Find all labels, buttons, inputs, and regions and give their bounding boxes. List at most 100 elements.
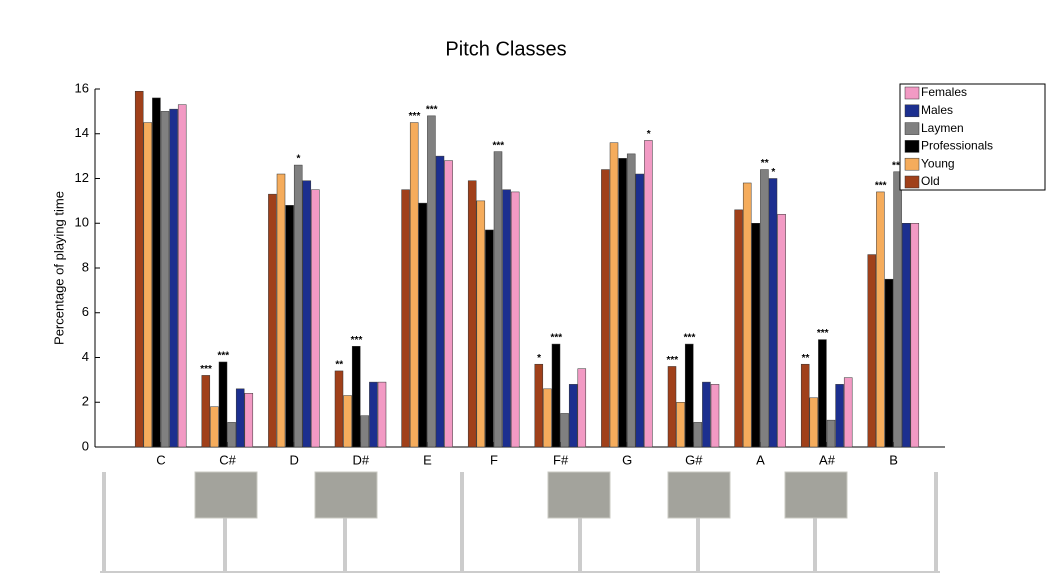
bar (467, 180, 477, 448)
legend-label: Professionals (921, 139, 993, 153)
bar (609, 142, 619, 448)
bar (843, 377, 853, 448)
y-tick-label: 6 (82, 304, 89, 319)
y-tick-label: 16 (75, 80, 89, 95)
y-tick-label: 14 (75, 125, 89, 140)
bar (867, 254, 877, 448)
bar (800, 363, 810, 448)
bar (560, 413, 569, 448)
bar (502, 189, 511, 448)
significance-label: *** (666, 355, 678, 366)
significance-label: ** (802, 353, 810, 364)
y-axis-label: Percentage of playing time (51, 191, 66, 345)
bar (401, 189, 410, 448)
legend-label: Laymen (921, 121, 964, 135)
bar (751, 223, 761, 448)
bar (268, 193, 277, 448)
x-tick-label: D (290, 452, 299, 467)
keyboard (100, 471, 940, 573)
x-tick-label: B (889, 452, 898, 467)
legend-swatch (904, 140, 920, 153)
significance-label: *** (817, 328, 829, 339)
bar (543, 388, 552, 448)
bar (577, 368, 587, 448)
legend-swatch (904, 157, 920, 171)
bar (293, 164, 303, 448)
bar (876, 191, 885, 448)
significance-label: *** (409, 111, 421, 122)
x-tick-label: E (423, 452, 432, 467)
significance-label: * (297, 154, 301, 165)
bar (676, 402, 685, 448)
y-tick-label: 4 (82, 349, 89, 364)
legend: Females Males Laymen Professionals Young Old (899, 83, 1046, 191)
bar (476, 200, 486, 448)
legend-label: Males (921, 103, 953, 117)
bar (635, 173, 645, 448)
bar (227, 422, 236, 448)
legend-swatch (904, 175, 920, 189)
bar (534, 363, 544, 448)
bar (435, 155, 445, 448)
legend-label: Females (921, 85, 967, 99)
bar (485, 229, 494, 448)
bar (809, 397, 819, 448)
x-tick-label: G (622, 452, 632, 467)
bar (777, 214, 786, 448)
bar (169, 108, 178, 448)
bar (568, 384, 578, 448)
bar (201, 375, 211, 448)
significance-label: * (537, 353, 541, 364)
chart-title: Pitch Classes (445, 38, 566, 60)
significance-label: *** (492, 140, 504, 151)
significance-label: *** (550, 333, 562, 344)
bar (177, 104, 187, 448)
significance-label: *** (875, 181, 887, 192)
bar (244, 393, 254, 448)
legend-label: Old (921, 174, 940, 188)
significance-label: * (647, 129, 651, 140)
bar (742, 182, 752, 448)
bar (360, 415, 370, 448)
bar (667, 366, 677, 448)
bar (493, 151, 503, 448)
bar (734, 209, 743, 448)
bar (510, 191, 520, 448)
bar (334, 370, 344, 448)
x-tick-label: C# (219, 452, 236, 467)
bar (343, 395, 352, 448)
x-tick-label: G# (685, 452, 703, 467)
bar (427, 115, 436, 448)
bar (910, 223, 920, 448)
bar (818, 339, 827, 448)
bar (311, 189, 320, 448)
x-tick-label: F# (553, 452, 569, 467)
bar (152, 97, 161, 448)
bar (444, 160, 453, 448)
bar (285, 205, 294, 448)
bar (143, 122, 153, 448)
bar (160, 111, 170, 448)
bar (210, 406, 219, 448)
legend-box (899, 83, 1046, 191)
bar (218, 361, 228, 448)
y-tick-label: 2 (82, 394, 89, 409)
bar (626, 153, 636, 448)
x-tick-label: A# (819, 452, 836, 467)
significance-label: *** (684, 333, 696, 344)
bar (618, 158, 627, 448)
significance-label: ** (335, 360, 343, 371)
bar (768, 178, 778, 448)
bar (644, 140, 653, 448)
bar (409, 122, 419, 448)
bar (893, 171, 902, 448)
x-tick-label: F (490, 452, 498, 467)
bar (702, 381, 711, 448)
bar (760, 169, 769, 448)
significance-label: *** (351, 335, 363, 346)
legend-swatch (904, 86, 920, 100)
significance-label: *** (892, 160, 904, 171)
bar (351, 346, 361, 448)
bar (418, 202, 428, 448)
